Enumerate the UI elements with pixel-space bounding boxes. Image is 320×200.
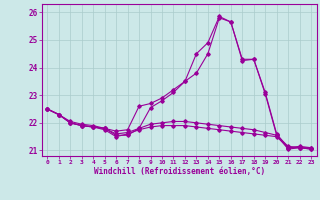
X-axis label: Windchill (Refroidissement éolien,°C): Windchill (Refroidissement éolien,°C) — [94, 167, 265, 176]
